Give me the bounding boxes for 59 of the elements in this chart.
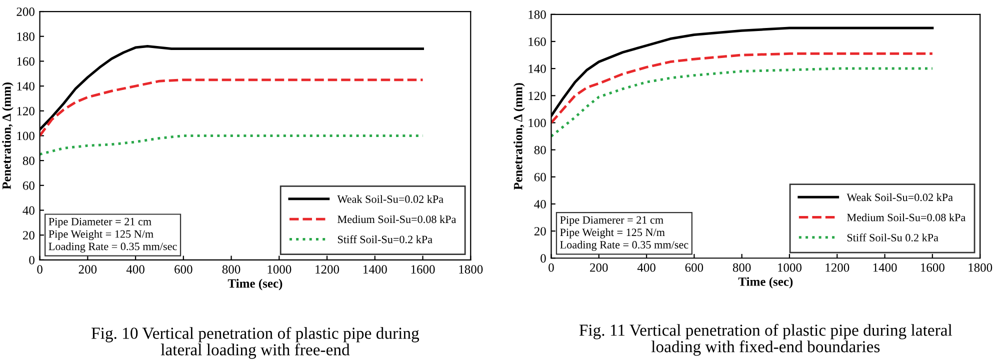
- x-tick-label: 1600: [921, 263, 944, 272]
- x-tick-label: 1800: [968, 263, 992, 272]
- x-tick-label: 1200: [316, 265, 340, 274]
- legend-label: Stiff Soil-Su 0.2 kPa: [847, 233, 938, 242]
- x-tick-label: 1000: [778, 263, 802, 272]
- y-tick-label: 140: [528, 64, 546, 74]
- x-tick-label: 0: [37, 265, 42, 274]
- y-tick-label: 20: [22, 231, 34, 240]
- annotation: Pipe Diameter = 21 cm Pipe Weight = 125 N/m Loading Rate = 0.35 mm/sec: [48, 218, 177, 252]
- y-tick-label: 120: [528, 92, 546, 100]
- y-axis-title: Penetration, Δ (mm): [2, 82, 14, 190]
- x-tick-label: 600: [685, 263, 704, 272]
- line-series: [40, 78, 424, 137]
- x-tick-label: 1800: [459, 265, 483, 274]
- y-tick-label: 180: [17, 32, 34, 41]
- line-series: [551, 52, 934, 124]
- line-series: [551, 67, 934, 138]
- legend-label: Medium Soil-Su=0.08 kPa: [847, 213, 966, 222]
- x-tick-label: 200: [78, 265, 97, 274]
- x-tick-label: 400: [126, 265, 144, 274]
- caption: Fig. 11 Vertical penetration of plastic pipe during lateral loading with fixed-end boundaries: [579, 324, 952, 356]
- annotation: Pipe Diamerer = 21 cm Pipe Weight = 125 N/m Loading Rate = 0.35 mm/sec: [560, 216, 688, 251]
- y-tick-label: 0: [29, 256, 34, 264]
- y-tick-label: 140: [17, 82, 34, 90]
- x-tick-label: 1400: [363, 265, 387, 274]
- y-tick-label: 180: [528, 10, 546, 19]
- x-tick-label: 1400: [873, 263, 897, 272]
- y-tick-label: 80: [534, 146, 546, 154]
- line-series: [40, 134, 424, 156]
- x-tick-label: 1000: [268, 265, 292, 274]
- caption: Fig. 10 Vertical penetration of plastic pipe during lateral loading with free-end: [92, 326, 420, 359]
- legend-label: Weak Soil-Su=0.02 kPa: [337, 195, 444, 203]
- x-axis-title: Time (sec): [228, 278, 282, 290]
- legend-label: Stiff Soil-Su=0.2 kPa: [338, 235, 432, 244]
- legend-label: Weak Soil-Su=0.02 kPa: [846, 193, 953, 202]
- x-tick-label: 1200: [826, 263, 850, 272]
- y-tick-label: 200: [16, 8, 34, 16]
- x-axis-title: Time (sec): [738, 277, 793, 288]
- y-tick-label: 0: [540, 254, 546, 263]
- y-tick-label: 60: [534, 172, 546, 182]
- x-tick-label: 1600: [411, 265, 435, 274]
- y-tick-label: 100: [17, 132, 34, 140]
- y-tick-label: 160: [528, 38, 546, 46]
- y-tick-label: 20: [534, 227, 546, 236]
- y-tick-label: 120: [17, 106, 34, 116]
- x-tick-label: 800: [732, 263, 751, 272]
- x-tick-label: 200: [590, 263, 608, 272]
- y-tick-label: 60: [22, 181, 34, 190]
- y-tick-label: 80: [22, 156, 34, 166]
- legend-label: Medium Soil-Su=0.08 kPa: [338, 215, 456, 224]
- y-tick-label: 40: [534, 200, 546, 208]
- y-tick-label: 160: [17, 57, 34, 66]
- y-tick-label: 40: [22, 206, 34, 215]
- x-tick-label: 600: [174, 265, 192, 274]
- y-tick-label: 100: [528, 118, 546, 128]
- y-axis-title: Penetration, Δ (mm): [514, 83, 525, 190]
- x-tick-label: 400: [637, 263, 656, 272]
- x-tick-label: 0: [548, 263, 554, 272]
- x-tick-label: 800: [222, 265, 240, 274]
